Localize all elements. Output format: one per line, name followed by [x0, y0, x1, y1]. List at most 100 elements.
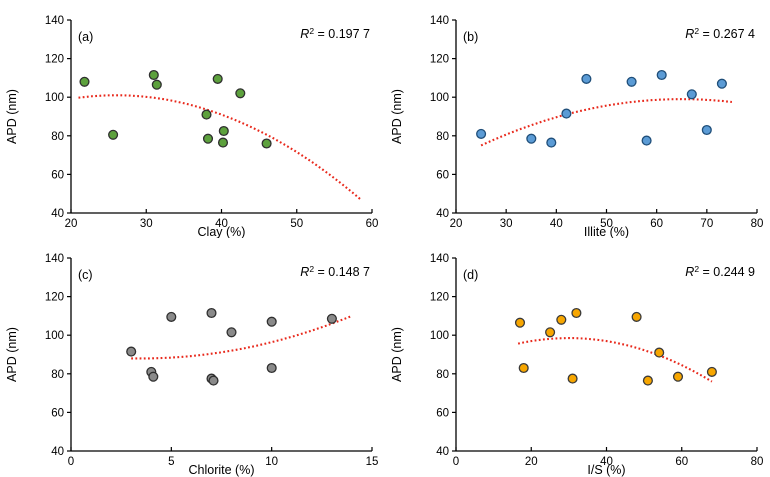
data-point	[626, 76, 637, 87]
x-axis-label: Chlorite (%)	[189, 463, 255, 477]
data-point	[261, 138, 272, 149]
y-tick-label: 60	[51, 407, 64, 419]
y-axis-label: APD (nm)	[5, 327, 19, 382]
y-tick-label: 120	[45, 54, 64, 66]
y-tick-label: 140	[430, 253, 449, 265]
data-point	[126, 346, 137, 357]
x-tick-label: 10	[265, 456, 278, 468]
data-point	[208, 375, 219, 386]
data-point	[266, 362, 277, 374]
data-point	[526, 133, 537, 144]
panel-c-plot: 40 60 80 100 120 140 0 5 10 15 Chlorite (%) APD (nm…	[5, 253, 379, 477]
x-tick-label: 0	[453, 456, 459, 468]
r2-label: R2 = 0.244 9	[685, 264, 755, 279]
data-point	[151, 79, 162, 90]
y-tick-label: 40	[436, 446, 449, 458]
x-tick-label: 30	[140, 218, 153, 230]
data-point	[631, 311, 642, 322]
data-point	[148, 69, 159, 81]
y-tick-label: 100	[430, 330, 449, 342]
data-point	[202, 133, 214, 144]
trend-line	[517, 337, 713, 383]
y-tick-label: 140	[430, 15, 449, 27]
data-point	[706, 366, 717, 377]
x-axis-label: Clay (%)	[198, 225, 246, 238]
x-tick-label: 80	[751, 456, 764, 468]
data-point	[201, 109, 212, 120]
data-point	[561, 108, 572, 119]
data-point	[514, 317, 526, 328]
x-tick-label: 20	[450, 218, 463, 230]
y-tick-label: 40	[51, 208, 64, 220]
x-tick-label: 50	[290, 218, 303, 230]
panel-label: (d)	[463, 268, 478, 282]
panel-b: 40 60 80 100 120 140 20 30 40 50 60 70 80 Illite (%) A…	[385, 0, 770, 238]
data-point	[656, 69, 667, 81]
data-point	[166, 311, 177, 322]
data-point	[641, 135, 652, 146]
data-point	[476, 128, 487, 139]
x-tick-label: 60	[650, 218, 663, 230]
y-tick-label: 120	[430, 292, 449, 304]
data-point	[518, 362, 529, 374]
data-point	[218, 125, 229, 137]
y-tick-label: 40	[51, 446, 64, 458]
y-tick-label: 60	[436, 169, 449, 181]
trend-line	[480, 98, 732, 147]
panel-a-plot: 40 60 80 100 120 140 20 30 40 50 60 Clay (%) APD (nm…	[5, 15, 379, 238]
y-axis-label: APD (nm)	[5, 89, 19, 144]
x-tick-label: 80	[751, 218, 764, 230]
y-tick-label: 120	[45, 292, 64, 304]
x-tick-label: 20	[525, 456, 538, 468]
x-tick-label: 15	[366, 456, 379, 468]
x-axis-label: I/S (%)	[587, 463, 625, 477]
panel-d: 40 60 80 100 120 140 0 20 40 60 80 I/S (%) APD (nm) (…	[385, 238, 770, 477]
trend-line	[78, 94, 362, 201]
y-axis-label: APD (nm)	[390, 327, 404, 382]
data-point	[546, 137, 557, 148]
data-point	[206, 307, 217, 319]
x-tick-label: 5	[168, 456, 174, 468]
data-point	[212, 73, 223, 84]
panel-label: (a)	[78, 30, 93, 44]
y-tick-label: 140	[45, 15, 64, 27]
x-tick-label: 60	[366, 218, 379, 230]
data-point	[654, 347, 665, 358]
r2-label: R2 = 0.197 7	[300, 26, 370, 41]
y-tick-label: 80	[436, 131, 449, 143]
x-tick-label: 20	[65, 218, 78, 230]
y-tick-label: 80	[51, 369, 64, 381]
data-point	[217, 137, 229, 148]
y-tick-label: 60	[436, 407, 449, 419]
y-tick-label: 80	[436, 369, 449, 381]
y-tick-label: 60	[51, 169, 64, 181]
data-point	[326, 313, 337, 324]
y-tick-label: 100	[430, 92, 449, 104]
panel-a: 40 60 80 100 120 140 20 30 40 50 60 Clay (%) APD (nm…	[0, 0, 385, 238]
data-point	[545, 327, 556, 338]
data-point	[581, 73, 592, 84]
x-tick-label: 40	[215, 218, 228, 230]
x-tick-label: 60	[675, 456, 688, 468]
y-tick-label: 40	[436, 208, 449, 220]
data-point	[148, 371, 159, 382]
x-tick-label: 40	[600, 456, 613, 468]
y-axis-label: APD (nm)	[390, 89, 404, 144]
r2-label: R2 = 0.267 4	[685, 26, 755, 41]
data-point	[235, 88, 246, 99]
y-tick-label: 100	[45, 92, 64, 104]
data-point	[567, 373, 578, 384]
r2-label: R2 = 0.148 7	[300, 264, 370, 279]
y-tick-label: 100	[45, 330, 64, 342]
data-point	[79, 76, 90, 87]
x-tick-label: 70	[700, 218, 713, 230]
data-point	[266, 316, 277, 327]
y-tick-label: 140	[45, 253, 64, 265]
data-point	[556, 314, 567, 325]
panel-c: 40 60 80 100 120 140 0 5 10 15 Chlorite (%) APD (nm…	[0, 238, 385, 477]
x-tick-label: 30	[500, 218, 513, 230]
data-point	[108, 129, 119, 140]
data-point	[226, 327, 237, 338]
x-tick-label: 0	[68, 456, 74, 468]
